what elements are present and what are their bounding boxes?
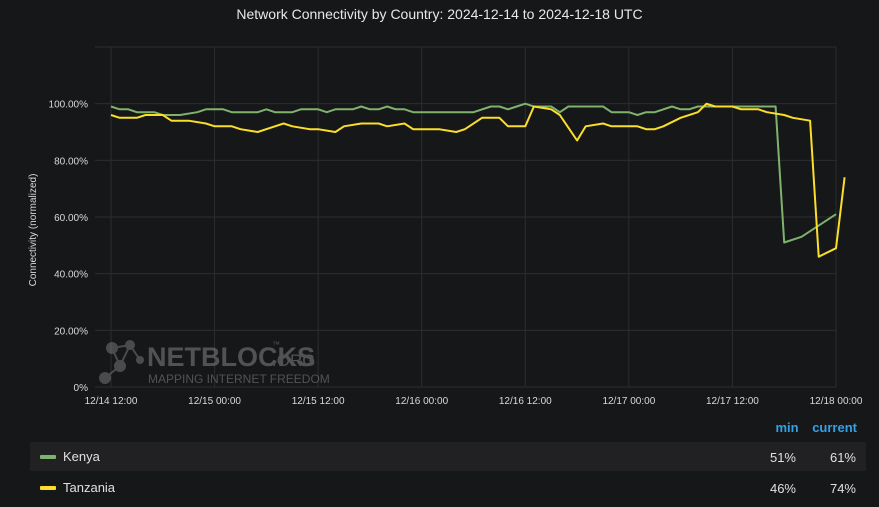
series-line-tanzania[interactable] — [110, 102, 846, 258]
legend-current-value: 74% — [829, 481, 856, 496]
legend-series-name[interactable]: Tanzania — [63, 480, 116, 495]
legend-series-name[interactable]: Kenya — [63, 449, 100, 464]
y-tick-label: 80.00% — [54, 156, 88, 167]
series-lines — [110, 102, 846, 258]
netblocks-logo-icon — [99, 340, 144, 384]
y-axis-label: Connectivity (normalized) — [28, 174, 39, 287]
chart-grid — [95, 46, 837, 388]
y-tick-label: 0% — [74, 383, 89, 394]
y-tick-label: 40.00% — [54, 270, 88, 281]
watermark-tagline: MAPPING INTERNET FREEDOM — [148, 372, 330, 386]
x-tick-label: 12/18 00:00 — [810, 396, 863, 407]
y-tick-label: 60.00% — [54, 213, 88, 224]
y-axis: 0% 20.00% 40.00% 60.00% 80.00% 100.00% — [49, 100, 89, 394]
x-tick-label: 12/15 00:00 — [188, 396, 241, 407]
chart-area[interactable]: NETBLOCKS .ORG ™ MAPPING INTERNET FREEDO… — [0, 0, 879, 420]
legend-row-tanzania[interactable]: Tanzania 46% 74% — [30, 473, 866, 502]
legend-current-header[interactable]: current — [812, 420, 857, 435]
legend-current-value: 61% — [829, 450, 856, 465]
x-tick-label: 12/17 00:00 — [602, 396, 655, 407]
legend-swatch-kenya — [40, 455, 56, 459]
watermark-tm: ™ — [272, 340, 280, 349]
x-tick-label: 12/14 12:00 — [85, 396, 138, 407]
legend-min-value: 51% — [769, 450, 796, 465]
chart-title: Network Connectivity by Country: 2024-12… — [236, 6, 643, 22]
watermark-brand: NETBLOCKS — [147, 342, 315, 372]
legend-min-header[interactable]: min — [775, 420, 799, 435]
legend-swatch-tanzania — [40, 486, 56, 490]
y-tick-label: 20.00% — [54, 326, 88, 337]
x-tick-label: 12/17 12:00 — [706, 396, 759, 407]
legend-min-value: 46% — [769, 481, 796, 496]
legend-row-kenya[interactable]: Kenya 51% 61% — [30, 442, 866, 471]
legend-header: min current — [775, 420, 857, 435]
x-tick-label: 12/16 00:00 — [395, 396, 448, 407]
x-tick-label: 12/16 12:00 — [499, 396, 552, 407]
x-axis: 12/14 12:00 12/15 00:00 12/15 12:00 12/16 0… — [85, 396, 863, 407]
watermark-brand-suffix: .ORG — [272, 351, 315, 370]
y-tick-label: 100.00% — [49, 100, 89, 111]
x-tick-label: 12/15 12:00 — [292, 396, 345, 407]
netblocks-watermark: NETBLOCKS .ORG ™ MAPPING INTERNET FREEDO… — [99, 340, 330, 386]
series-line-kenya[interactable] — [110, 102, 837, 244]
